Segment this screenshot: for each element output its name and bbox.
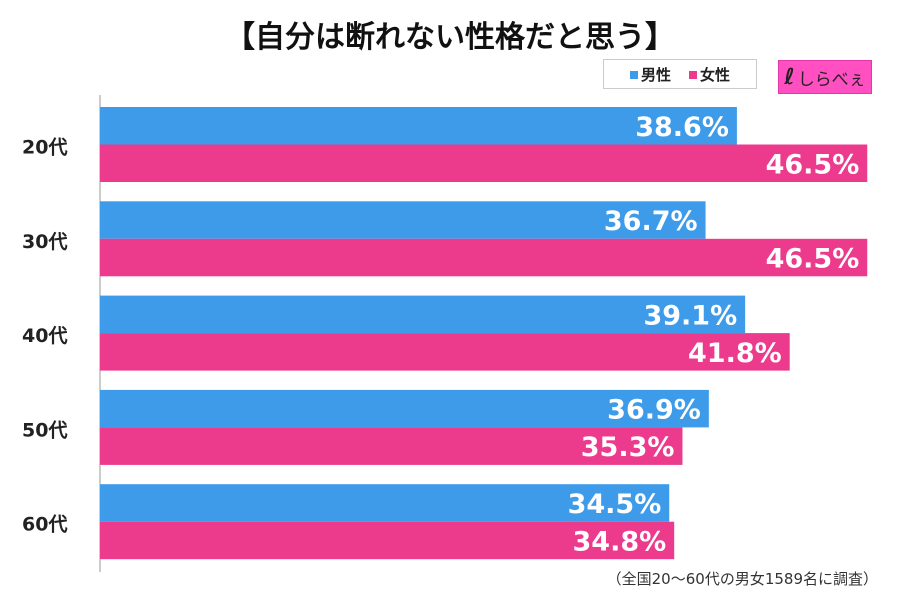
- legend-label-male: 男性: [640, 65, 671, 84]
- bar-female: [100, 521, 675, 560]
- data-label: 41.8%: [688, 338, 782, 369]
- bar-female: [100, 427, 683, 465]
- category-label: 30代: [22, 231, 67, 253]
- data-label: 34.5%: [568, 489, 662, 520]
- category-label: 20代: [22, 137, 67, 159]
- data-label: 35.3%: [581, 432, 675, 463]
- data-label: 34.8%: [573, 526, 667, 557]
- chart-title: 【自分は断れない性格だと思う】: [225, 20, 675, 55]
- bar-male: [100, 389, 709, 428]
- bar-male: [100, 484, 670, 522]
- legend: 男性 女性: [603, 59, 757, 89]
- brand-logo: ℓ しらべぇ: [778, 60, 872, 94]
- bar-female: [100, 333, 790, 371]
- bar-male: [100, 201, 706, 239]
- category-label: 50代: [22, 419, 67, 441]
- data-label: 46.5%: [766, 149, 860, 180]
- data-label: 36.7%: [604, 206, 698, 237]
- data-label: 39.1%: [643, 300, 737, 331]
- bar-male: [100, 107, 737, 145]
- logo-text: しらべぇ: [797, 69, 866, 90]
- source-note: （全国20〜60代の男女1589名に調査）: [606, 570, 878, 588]
- data-label: 46.5%: [766, 244, 860, 275]
- data-label: 36.9%: [607, 395, 701, 426]
- bar-male: [100, 295, 746, 334]
- bar-female: [100, 144, 868, 182]
- legend-label-female: 女性: [700, 65, 731, 84]
- category-label: 40代: [22, 325, 67, 347]
- bar-female: [100, 238, 868, 277]
- legend-swatch-male: [629, 71, 638, 79]
- data-label: 38.6%: [635, 112, 729, 143]
- legend-item-male: 男性: [629, 64, 671, 85]
- legend-item-female: 女性: [689, 64, 730, 85]
- legend-swatch-female: [689, 71, 697, 79]
- category-label: 60代: [22, 514, 67, 536]
- logo-mark-icon: ℓ: [784, 64, 795, 90]
